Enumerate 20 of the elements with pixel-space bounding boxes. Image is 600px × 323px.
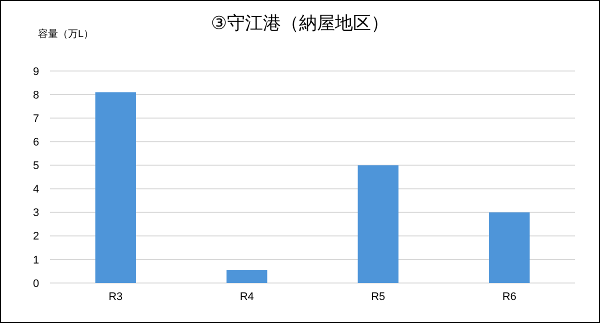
x-tick-label: R6 <box>502 291 516 303</box>
y-tick-label: 7 <box>32 112 40 125</box>
bar <box>358 165 398 283</box>
y-tick-label: 0 <box>32 278 40 290</box>
x-tick-label: R5 <box>371 291 386 303</box>
y-tick-label: 8 <box>32 89 40 102</box>
x-tick-label: R3 <box>108 291 123 303</box>
y-tick-label: 4 <box>32 184 40 196</box>
y-axis-title: 容量（万L） <box>38 28 94 40</box>
y-tick-label: 3 <box>32 207 40 220</box>
bar <box>489 212 530 283</box>
chart-title: ③守江港（納屋地区） <box>210 13 390 33</box>
bar <box>95 92 136 283</box>
y-tick-label: 1 <box>32 254 40 266</box>
x-tick-label: R4 <box>240 291 254 303</box>
y-tick-label: 6 <box>32 136 40 149</box>
bar <box>226 270 268 283</box>
y-tick-label: 9 <box>32 66 40 78</box>
y-tick-label: 2 <box>32 230 40 243</box>
y-tick-label: 5 <box>32 160 40 172</box>
